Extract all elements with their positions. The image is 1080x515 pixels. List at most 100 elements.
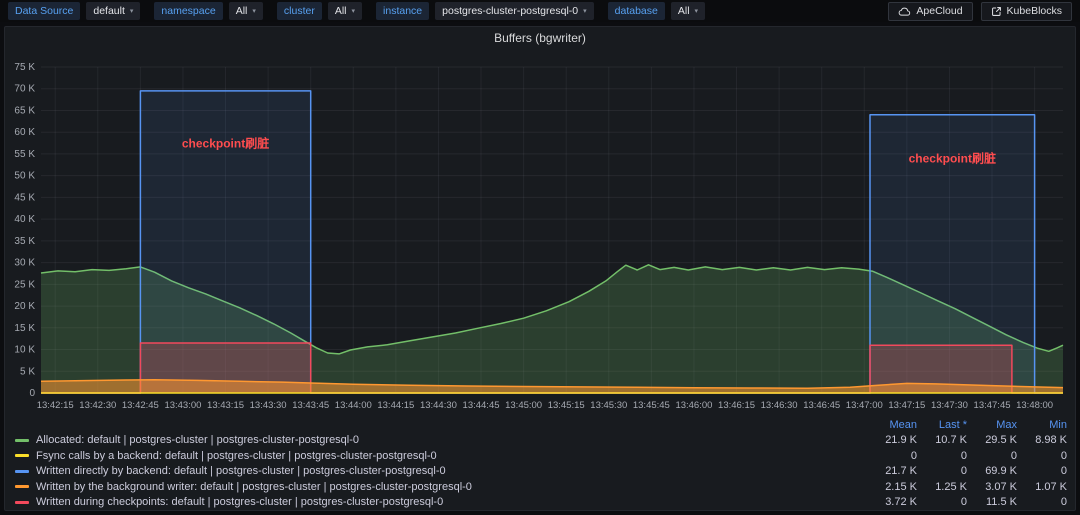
y-axis-tick-label: 50 K bbox=[14, 171, 35, 182]
x-axis-tick-label: 13:44:30 bbox=[420, 400, 457, 411]
legend-row: Fsync calls by a backend: default | post… bbox=[15, 448, 1067, 464]
buffers-chart[interactable]: 05 K10 K15 K20 K25 K30 K35 K40 K45 K50 K… bbox=[11, 49, 1069, 415]
series-color-marker bbox=[15, 439, 29, 442]
apecloud-button[interactable]: ApeCloud bbox=[888, 2, 972, 21]
legend-stat-last: 1.25 K bbox=[917, 481, 967, 493]
legend-stat-min: 8.98 K bbox=[1017, 434, 1067, 446]
external-link-icon bbox=[991, 6, 1002, 17]
variable-label: database bbox=[608, 2, 665, 21]
y-axis-tick-label: 15 K bbox=[14, 323, 35, 334]
legend-column-header[interactable]: Max bbox=[967, 419, 1017, 431]
legend-stat-min: 0 bbox=[1017, 450, 1067, 462]
variable-value: All bbox=[236, 6, 248, 17]
variable-label: cluster bbox=[277, 2, 322, 21]
variable-label: Data Source bbox=[8, 2, 80, 21]
legend-rows: Allocated: default | postgres-cluster | … bbox=[15, 433, 1067, 509]
chevron-down-icon: ▾ bbox=[130, 8, 134, 15]
y-axis-tick-label: 55 K bbox=[14, 149, 35, 160]
variable-filter: namespace All ▾ bbox=[154, 2, 262, 21]
legend-row: Written by the background writer: defaul… bbox=[15, 479, 1067, 495]
variable-dropdown[interactable]: All ▾ bbox=[229, 2, 263, 21]
legend-stat-mean: 21.9 K bbox=[867, 434, 917, 446]
variable-filter: database All ▾ bbox=[608, 2, 705, 21]
y-axis-tick-label: 0 bbox=[29, 388, 35, 399]
variable-value: postgres-cluster-postgresql-0 bbox=[442, 6, 578, 17]
legend-stat-min: 0 bbox=[1017, 496, 1067, 508]
legend-stat-min: 1.07 K bbox=[1017, 481, 1067, 493]
x-axis-tick-label: 13:46:00 bbox=[675, 400, 712, 411]
legend-stat-mean: 3.72 K bbox=[867, 496, 917, 508]
checkpoint-annotation: checkpoint刷脏 bbox=[909, 151, 996, 166]
legend-stat-max: 0 bbox=[967, 450, 1017, 462]
legend-column-header[interactable]: Mean bbox=[867, 419, 917, 431]
legend-stat-max: 3.07 K bbox=[967, 481, 1017, 493]
series-label[interactable]: Fsync calls by a backend: default | post… bbox=[36, 450, 867, 462]
legend-stat-last: 10.7 K bbox=[917, 434, 967, 446]
x-axis-tick-label: 13:47:15 bbox=[888, 400, 925, 411]
x-axis-tick-label: 13:43:15 bbox=[207, 400, 244, 411]
x-axis-tick-label: 13:46:45 bbox=[803, 400, 840, 411]
series-color-marker bbox=[15, 454, 29, 457]
legend-stat-max: 11.5 K bbox=[967, 496, 1017, 508]
series-label[interactable]: Written by the background writer: defaul… bbox=[36, 481, 867, 493]
y-axis-tick-label: 45 K bbox=[14, 192, 35, 203]
y-axis-tick-label: 65 K bbox=[14, 105, 35, 116]
series-label[interactable]: Allocated: default | postgres-cluster | … bbox=[36, 434, 867, 446]
legend: MeanLast *MaxMin Allocated: default | po… bbox=[15, 417, 1067, 508]
x-axis-tick-label: 13:45:15 bbox=[548, 400, 585, 411]
legend-column-header[interactable]: Min bbox=[1017, 419, 1067, 431]
legend-stat-max: 69.9 K bbox=[967, 465, 1017, 477]
kubeblocks-label: KubeBlocks bbox=[1007, 6, 1062, 17]
variable-label: namespace bbox=[154, 2, 222, 21]
variable-label: instance bbox=[376, 2, 429, 21]
legend-header-row: MeanLast *MaxMin bbox=[15, 417, 1067, 433]
x-axis-tick-label: 13:48:00 bbox=[1016, 400, 1053, 411]
chevron-down-icon: ▾ bbox=[252, 8, 256, 15]
x-axis-tick-label: 13:47:00 bbox=[846, 400, 883, 411]
variable-filter: Data Source default ▾ bbox=[8, 2, 140, 21]
apecloud-label: ApeCloud bbox=[916, 6, 962, 17]
chevron-down-icon: ▾ bbox=[352, 8, 356, 15]
y-axis-tick-label: 5 K bbox=[20, 366, 35, 377]
legend-stat-last: 0 bbox=[917, 450, 967, 462]
y-axis-tick-label: 75 K bbox=[14, 62, 35, 73]
panel-title[interactable]: Buffers (bgwriter) bbox=[5, 27, 1075, 49]
variable-dropdown[interactable]: All ▾ bbox=[328, 2, 362, 21]
y-axis-tick-label: 30 K bbox=[14, 258, 35, 269]
legend-row: Allocated: default | postgres-cluster | … bbox=[15, 433, 1067, 449]
legend-stat-last: 0 bbox=[917, 496, 967, 508]
legend-column-header[interactable]: Last * bbox=[917, 419, 967, 431]
x-axis-tick-label: 13:46:30 bbox=[761, 400, 798, 411]
y-axis-tick-label: 60 K bbox=[14, 127, 35, 138]
dashboard-toolbar: Data Source default ▾ namespace All ▾ cl… bbox=[0, 0, 1080, 22]
chart-area[interactable]: 05 K10 K15 K20 K25 K30 K35 K40 K45 K50 K… bbox=[11, 49, 1069, 415]
x-axis-tick-label: 13:45:00 bbox=[505, 400, 542, 411]
series-label[interactable]: Written directly by backend: default | p… bbox=[36, 465, 867, 477]
buffers-panel: Buffers (bgwriter) 0 5 K 10 K 15 K 20 K 25 K 3… bbox=[4, 26, 1076, 511]
variable-value: All bbox=[678, 6, 690, 17]
series-color-marker bbox=[15, 470, 29, 473]
legend-stat-last: 0 bbox=[917, 465, 967, 477]
variable-dropdown[interactable]: default ▾ bbox=[86, 2, 140, 21]
kubeblocks-button[interactable]: KubeBlocks bbox=[981, 2, 1072, 21]
x-axis-tick-label: 13:44:45 bbox=[463, 400, 500, 411]
variable-dropdown[interactable]: postgres-cluster-postgresql-0 ▾ bbox=[435, 2, 594, 21]
y-axis-tick-label: 20 K bbox=[14, 301, 35, 312]
x-axis-tick-label: 13:47:45 bbox=[974, 400, 1011, 411]
legend-stat-min: 0 bbox=[1017, 465, 1067, 477]
x-axis-tick-label: 13:45:30 bbox=[590, 400, 627, 411]
x-axis-tick-label: 13:44:00 bbox=[335, 400, 372, 411]
y-axis-tick-label: 10 K bbox=[14, 345, 35, 356]
series-color-marker bbox=[15, 501, 29, 504]
x-axis-tick-label: 13:43:45 bbox=[292, 400, 329, 411]
legend-stat-mean: 21.7 K bbox=[867, 465, 917, 477]
chevron-down-icon: ▾ bbox=[695, 8, 699, 15]
legend-stat-mean: 2.15 K bbox=[867, 481, 917, 493]
variable-value: All bbox=[335, 6, 347, 17]
series-label[interactable]: Written during checkpoints: default | po… bbox=[36, 496, 867, 508]
x-axis-tick-label: 13:45:45 bbox=[633, 400, 670, 411]
variable-dropdown[interactable]: All ▾ bbox=[671, 2, 705, 21]
y-axis-tick-label: 25 K bbox=[14, 279, 35, 290]
y-axis-tick-label: 70 K bbox=[14, 84, 35, 95]
series-color-marker bbox=[15, 485, 29, 488]
